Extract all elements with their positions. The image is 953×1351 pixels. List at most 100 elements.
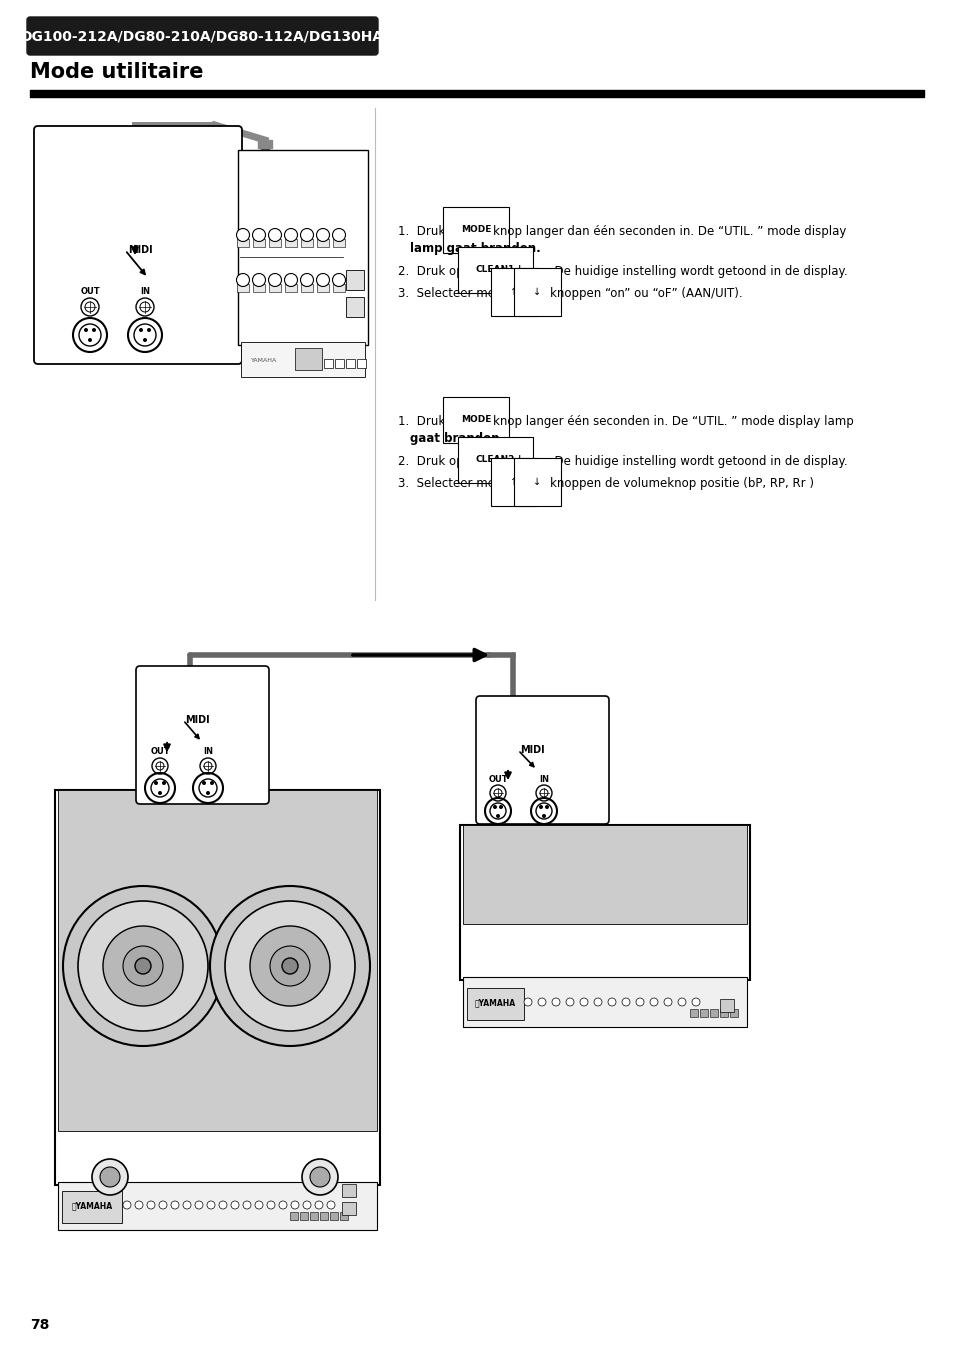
Text: OUT: OUT [150, 747, 170, 757]
Bar [729, 1009, 738, 1017]
Bar [285, 239, 296, 247]
Circle shape [207, 1201, 214, 1209]
Circle shape [254, 1201, 263, 1209]
Circle shape [498, 805, 502, 809]
Circle shape [333, 273, 345, 286]
Bar [236, 239, 249, 247]
Circle shape [171, 1201, 179, 1209]
Circle shape [135, 958, 151, 974]
Text: MIDI: MIDI [128, 245, 152, 255]
Circle shape [153, 781, 158, 785]
Circle shape [210, 781, 213, 785]
Bar [324, 359, 333, 367]
Text: 2.  Druk op de: 2. Druk op de [397, 455, 481, 467]
Text: 2.  Druk op de: 2. Druk op de [397, 265, 481, 278]
Bar [58, 790, 376, 1131]
Circle shape [678, 998, 685, 1006]
Bar [700, 1009, 707, 1017]
Circle shape [636, 998, 643, 1006]
Bar [236, 284, 249, 292]
Bar [346, 270, 364, 290]
Circle shape [231, 1201, 239, 1209]
Text: IN: IN [538, 775, 548, 785]
FancyBboxPatch shape [27, 18, 377, 55]
Circle shape [496, 815, 499, 817]
Circle shape [103, 925, 183, 1006]
Bar [341, 1183, 355, 1197]
Bar [269, 239, 281, 247]
Circle shape [143, 338, 147, 342]
Circle shape [91, 1159, 128, 1196]
Circle shape [88, 338, 91, 342]
Circle shape [78, 901, 208, 1031]
Circle shape [243, 1201, 251, 1209]
Circle shape [236, 273, 250, 286]
Bar [330, 1212, 337, 1220]
Text: 3.  Selecteer met de: 3. Selecteer met de [397, 477, 517, 490]
Circle shape [607, 998, 616, 1006]
Circle shape [333, 228, 345, 242]
Text: 78: 78 [30, 1319, 50, 1332]
Text: 3.  Selecteer met de: 3. Selecteer met de [397, 286, 517, 300]
Text: YAMAHA: YAMAHA [251, 358, 277, 362]
Text: ⓄYAMAHA: ⓄYAMAHA [71, 1201, 112, 1210]
Text: /: / [524, 286, 529, 300]
Text: ↓: ↓ [533, 477, 540, 486]
Bar [335, 359, 344, 367]
Circle shape [225, 901, 355, 1031]
Bar [253, 284, 265, 292]
Bar [269, 284, 281, 292]
Bar [341, 1202, 355, 1215]
Circle shape [270, 946, 310, 986]
Bar [333, 239, 345, 247]
Circle shape [544, 805, 548, 809]
Circle shape [538, 805, 542, 809]
Bar [55, 790, 379, 1185]
Text: knop. De huidige instelling wordt getoond in de display.: knop. De huidige instelling wordt getoon… [517, 265, 846, 278]
Text: OUT: OUT [488, 775, 507, 785]
Text: ↑: ↑ [510, 286, 517, 297]
Circle shape [537, 998, 545, 1006]
Circle shape [236, 228, 250, 242]
Circle shape [183, 1201, 191, 1209]
Circle shape [147, 328, 151, 332]
Circle shape [250, 925, 330, 1006]
Circle shape [300, 228, 314, 242]
Circle shape [282, 958, 297, 974]
Bar [58, 1182, 376, 1229]
Text: DG100-212A/DG80-210A/DG80-112A/DG130HA: DG100-212A/DG80-210A/DG80-112A/DG130HA [21, 30, 384, 45]
Text: MIDI: MIDI [185, 715, 210, 725]
Circle shape [206, 790, 210, 794]
Bar [253, 239, 265, 247]
Bar [720, 998, 733, 1012]
Text: knop langer dan één seconden in. De “UTIL. ” mode display: knop langer dan één seconden in. De “UTI… [493, 226, 845, 238]
Bar [310, 1212, 317, 1220]
Bar [720, 1009, 727, 1017]
Circle shape [267, 1201, 274, 1209]
Bar [299, 1212, 308, 1220]
Circle shape [303, 1201, 311, 1209]
Circle shape [565, 998, 574, 1006]
Circle shape [300, 273, 314, 286]
Text: ⓄYAMAHA: ⓄYAMAHA [474, 998, 515, 1008]
Text: ↓: ↓ [533, 286, 540, 297]
Circle shape [158, 790, 162, 794]
Circle shape [194, 1201, 203, 1209]
Bar [462, 977, 746, 1027]
Text: knoppen de volumeknop positie (bP, RP, Rr ): knoppen de volumeknop positie (bP, RP, R… [550, 477, 813, 490]
Circle shape [91, 328, 96, 332]
Text: MODE: MODE [460, 226, 491, 235]
Bar [333, 284, 345, 292]
FancyBboxPatch shape [476, 696, 608, 824]
Text: IN: IN [203, 747, 213, 757]
Text: OUT: OUT [80, 288, 100, 296]
Circle shape [284, 228, 297, 242]
Circle shape [135, 1201, 143, 1209]
Text: YAMAHA: YAMAHA [346, 278, 363, 282]
Text: Mode utilitaire: Mode utilitaire [30, 62, 203, 82]
Bar [346, 359, 355, 367]
Text: knop. De huidige instelling wordt getoond in de display.: knop. De huidige instelling wordt getoon… [517, 455, 846, 467]
Text: knoppen “on” ou “oF” (AAN/UIT).: knoppen “on” ou “oF” (AAN/UIT). [550, 286, 741, 300]
Bar [301, 239, 313, 247]
Circle shape [139, 328, 143, 332]
